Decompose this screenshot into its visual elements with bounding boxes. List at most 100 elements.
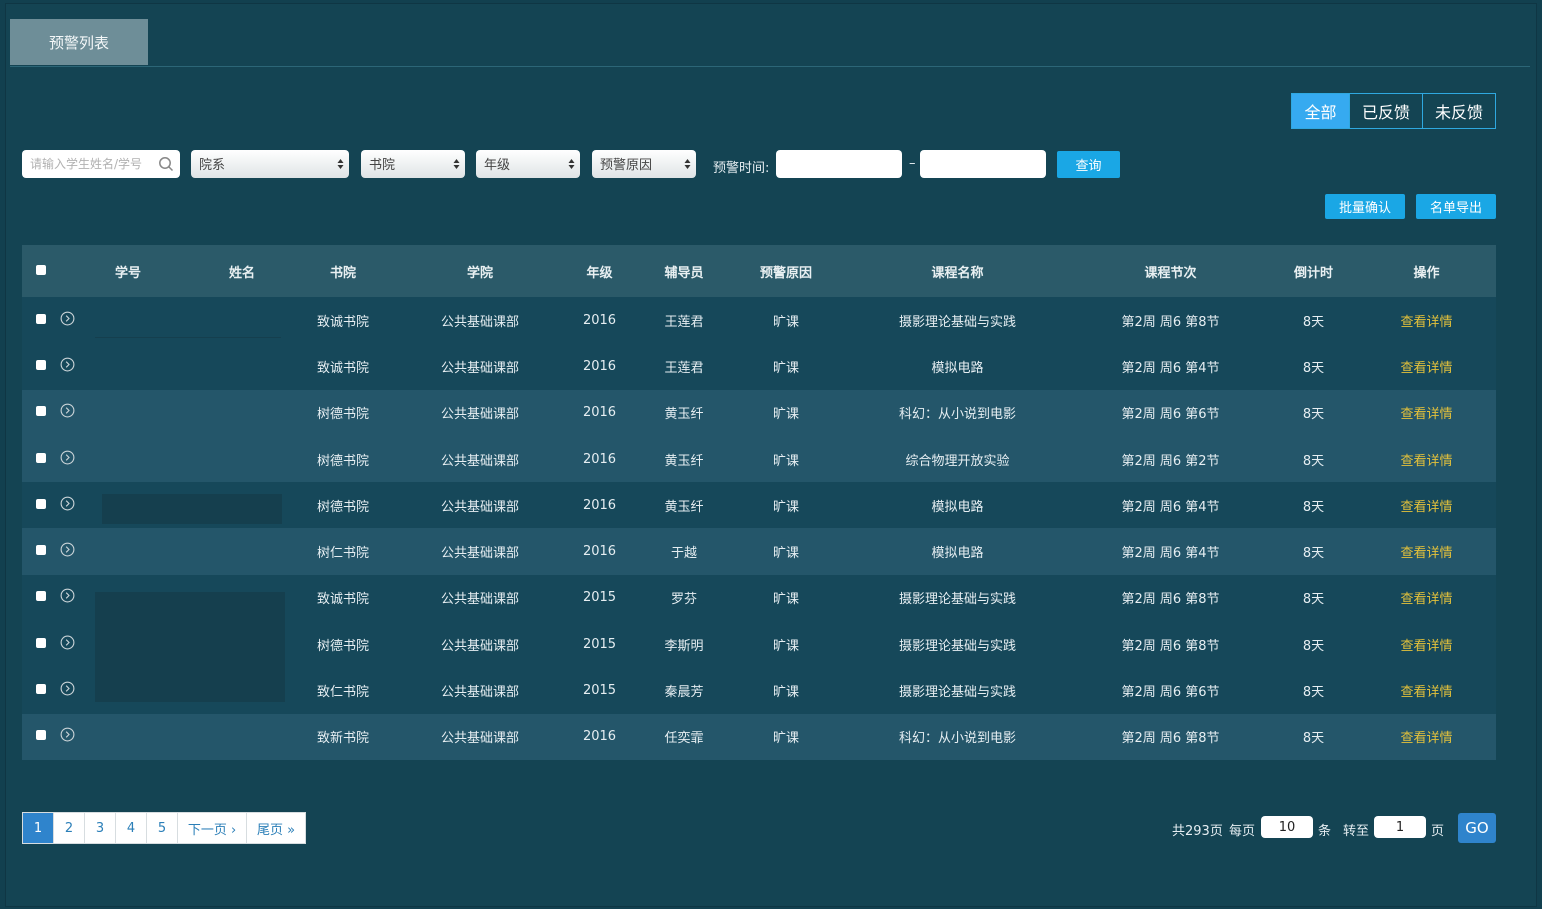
query-button[interactable]: 查询 xyxy=(1057,151,1120,178)
cell-course: 科幻：从小说到电影 xyxy=(898,731,1016,747)
cell-college: 致诚书院 xyxy=(316,360,369,376)
row-checkbox[interactable] xyxy=(36,313,46,324)
warning-time-label: 预警时间: xyxy=(713,161,770,176)
expand-circle-icon[interactable] xyxy=(60,681,75,696)
go-button[interactable]: GO xyxy=(1458,813,1496,843)
start-date-input[interactable] xyxy=(776,150,902,178)
view-details-link[interactable]: 查看详情 xyxy=(1400,592,1453,608)
cell-grade: 2016 xyxy=(582,544,617,560)
select-all-checkbox[interactable] xyxy=(36,264,46,275)
cell-countdown: 8天 xyxy=(1302,546,1325,562)
row-checkbox-cell xyxy=(22,590,60,605)
cell-college: 树仁书院 xyxy=(316,546,369,562)
row-checkbox[interactable] xyxy=(36,637,46,648)
student-id-cell xyxy=(60,542,196,561)
cell-counselor: 黄玉纤 xyxy=(664,407,704,423)
row-checkbox[interactable] xyxy=(36,591,46,602)
expand-circle-icon[interactable] xyxy=(60,542,75,557)
cell-countdown: 8天 xyxy=(1302,360,1325,376)
cell-countdown: 8天 xyxy=(1302,499,1325,515)
cell-college: 树德书院 xyxy=(316,453,369,469)
filter-no-feedback-button[interactable]: 未反馈 xyxy=(1422,94,1495,128)
view-details-link[interactable]: 查看详情 xyxy=(1400,546,1453,562)
filter-feedback-button[interactable]: 已反馈 xyxy=(1349,94,1422,128)
goto-page-input[interactable]: 1 xyxy=(1374,816,1426,838)
header-reason: 预警原因 xyxy=(759,265,812,281)
tab-warning-list[interactable]: 预警列表 xyxy=(10,19,148,65)
student-id-cell xyxy=(60,357,196,376)
row-checkbox[interactable] xyxy=(36,359,46,370)
cell-grade: 2015 xyxy=(582,683,617,699)
row-checkbox-cell xyxy=(22,359,60,374)
cell-countdown: 8天 xyxy=(1302,731,1325,747)
cell-school: 公共基础课部 xyxy=(440,731,519,747)
last-page-button[interactable]: 尾页 » xyxy=(247,812,306,844)
expand-circle-icon[interactable] xyxy=(60,357,75,372)
search-input[interactable] xyxy=(28,150,160,178)
page-5-button[interactable]: 5 xyxy=(147,812,178,844)
row-checkbox-cell xyxy=(22,544,60,559)
cell-counselor: 王莲君 xyxy=(664,314,704,330)
page-2-button[interactable]: 2 xyxy=(54,812,85,844)
next-page-button[interactable]: 下一页 › xyxy=(178,812,247,844)
row-checkbox[interactable] xyxy=(36,498,46,509)
page-4-button[interactable]: 4 xyxy=(116,812,147,844)
redacted-block xyxy=(102,494,282,524)
pagination: 1 2 3 4 5 下一页 › 尾页 » xyxy=(22,812,306,844)
select-arrows-icon xyxy=(337,159,344,169)
view-details-link[interactable]: 查看详情 xyxy=(1400,499,1453,515)
header-course: 课程名称 xyxy=(931,265,984,281)
cell-college: 树德书院 xyxy=(316,407,369,423)
college-select[interactable]: 书院 xyxy=(361,150,465,178)
cell-section: 第2周 周6 第4节 xyxy=(1121,546,1220,562)
view-details-link[interactable]: 查看详情 xyxy=(1400,314,1453,330)
page-3-button[interactable]: 3 xyxy=(85,812,116,844)
cell-counselor: 王莲君 xyxy=(664,360,704,376)
view-details-link[interactable]: 查看详情 xyxy=(1400,360,1453,376)
department-select[interactable]: 院系 xyxy=(191,150,349,178)
cell-countdown: 8天 xyxy=(1302,407,1325,423)
view-details-link[interactable]: 查看详情 xyxy=(1400,638,1453,654)
view-details-link[interactable]: 查看详情 xyxy=(1400,453,1453,469)
filter-all-button[interactable]: 全部 xyxy=(1292,94,1349,128)
expand-circle-icon[interactable] xyxy=(60,635,75,650)
cell-course: 科幻：从小说到电影 xyxy=(898,407,1016,423)
expand-circle-icon[interactable] xyxy=(60,588,75,603)
cell-school: 公共基础课部 xyxy=(440,685,519,701)
per-page-input[interactable]: 10 xyxy=(1261,816,1313,838)
end-date-input[interactable] xyxy=(920,150,1046,178)
row-checkbox[interactable] xyxy=(36,452,46,463)
cell-reason: 旷课 xyxy=(772,731,799,747)
select-arrows-icon xyxy=(453,159,460,169)
cell-course: 模拟电路 xyxy=(931,499,984,515)
batch-confirm-button[interactable]: 批量确认 xyxy=(1325,194,1405,219)
export-list-button[interactable]: 名单导出 xyxy=(1416,194,1496,219)
page-1-button[interactable]: 1 xyxy=(22,812,54,844)
header-action: 操作 xyxy=(1413,265,1440,281)
expand-circle-icon[interactable] xyxy=(60,496,75,511)
cell-section: 第2周 周6 第8节 xyxy=(1121,314,1220,330)
view-details-link[interactable]: 查看详情 xyxy=(1400,407,1453,423)
reason-select[interactable]: 预警原因 xyxy=(592,150,696,178)
view-details-link[interactable]: 查看详情 xyxy=(1400,731,1453,747)
goto-label: 转至 xyxy=(1343,824,1370,839)
row-checkbox[interactable] xyxy=(36,730,46,741)
expand-circle-icon[interactable] xyxy=(60,450,75,465)
row-checkbox[interactable] xyxy=(36,545,46,556)
row-checkbox[interactable] xyxy=(36,684,46,695)
expand-circle-icon[interactable] xyxy=(60,727,75,742)
expand-circle-icon[interactable] xyxy=(60,403,75,418)
expand-circle-icon[interactable] xyxy=(60,311,75,326)
student-id-cell xyxy=(60,403,196,422)
header-grade: 年级 xyxy=(586,265,613,281)
cell-school: 公共基础课部 xyxy=(440,453,519,469)
row-checkbox[interactable] xyxy=(36,406,46,417)
grade-select[interactable]: 年级 xyxy=(476,150,580,178)
cell-reason: 旷课 xyxy=(772,546,799,562)
cell-section: 第2周 周6 第8节 xyxy=(1121,592,1220,608)
search-icon[interactable] xyxy=(158,156,174,172)
cell-grade: 2016 xyxy=(582,405,617,421)
row-checkbox-cell xyxy=(22,405,60,420)
view-details-link[interactable]: 查看详情 xyxy=(1400,685,1453,701)
cell-reason: 旷课 xyxy=(772,592,799,608)
